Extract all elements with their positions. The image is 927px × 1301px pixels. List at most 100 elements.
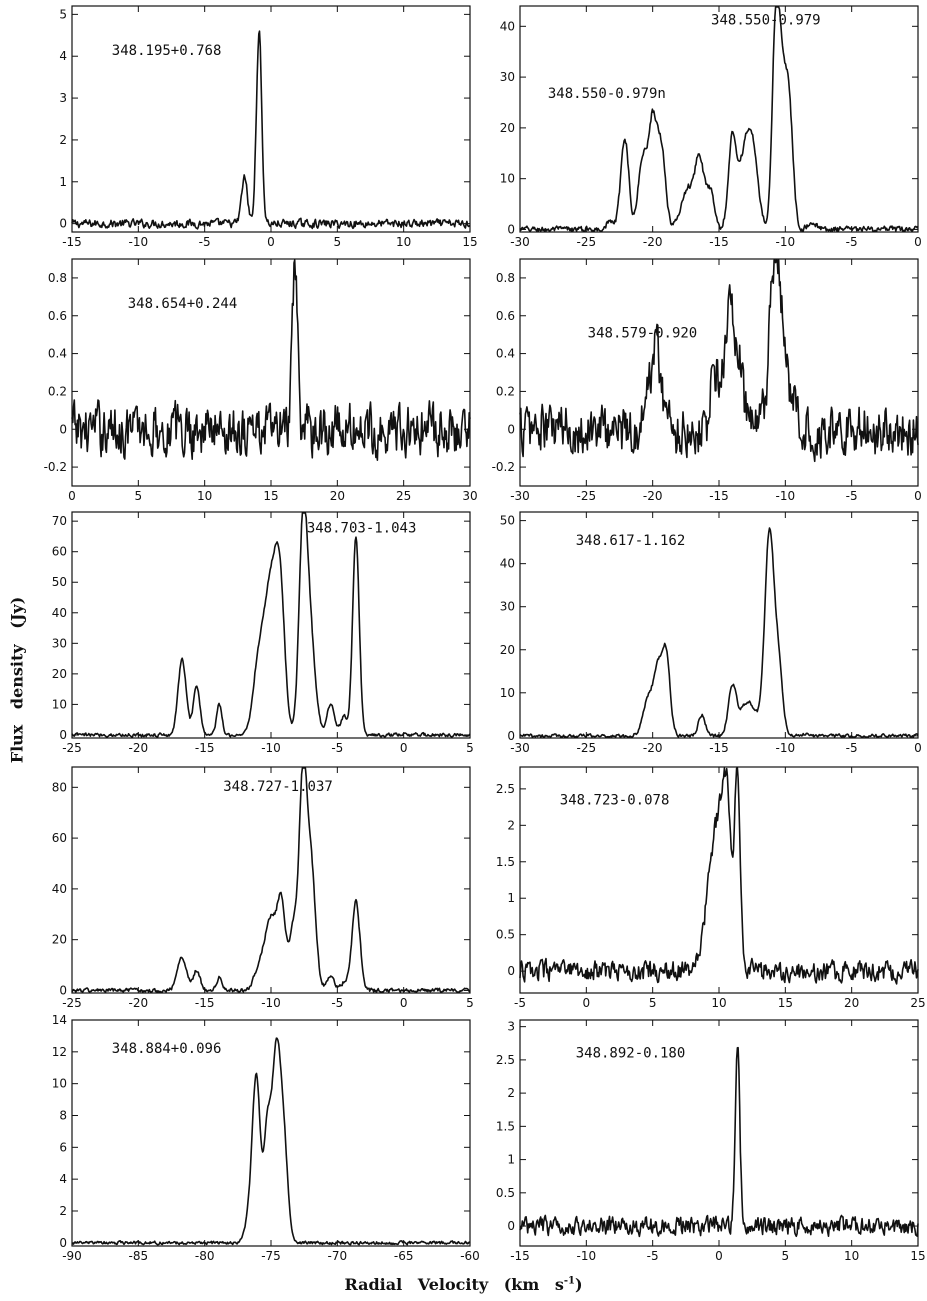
y-tick-label: -0.2 — [44, 460, 67, 474]
x-tick-label: -15 — [510, 1249, 530, 1263]
x-tick-label: -15 — [62, 235, 82, 249]
x-tick-label: -25 — [577, 741, 597, 755]
y-tick-label: 0 — [507, 422, 515, 436]
source-label: 348.579-0.920 — [588, 326, 698, 342]
y-tick-label: 80 — [52, 780, 67, 794]
y-tick-label: 10 — [500, 172, 515, 186]
y-tick-label: 0.4 — [496, 347, 515, 361]
y-tick-label: 4 — [59, 1172, 67, 1186]
y-tick-label: 0.2 — [48, 384, 67, 398]
panel-frame — [71, 258, 471, 487]
y-tick-label: 2 — [59, 133, 67, 147]
x-tick-label: -20 — [643, 235, 663, 249]
panel-frame — [519, 258, 919, 487]
x-tick-label: 10 — [844, 1249, 859, 1263]
x-tick-label: 15 — [778, 996, 793, 1010]
x-tick-label: -25 — [62, 741, 82, 755]
y-tick-label: 20 — [500, 121, 515, 135]
x-tick-label: -30 — [510, 235, 530, 249]
y-tick-label: 20 — [500, 643, 515, 657]
y-tick-label: 40 — [52, 606, 67, 620]
y-tick-label: 0.6 — [48, 309, 67, 323]
panel-3: 0 5 10 15 20 25 30 -0.2 0 0.2 0.4 0.6 0.8 348.654+0.2… — [44, 258, 478, 503]
y-tick-label: 0.2 — [496, 384, 515, 398]
x-tick-label: 25 — [396, 489, 411, 503]
panel-8: -5 0 5 10 15 20 25 0 0.5 1 1.5 2 2.5 348.723-0.078 — [496, 766, 926, 1010]
x-tick-label: 20 — [844, 996, 859, 1010]
x-tick-label: 25 — [910, 996, 925, 1010]
y-tick-label: 0.5 — [496, 1186, 515, 1200]
y-tick-label: 12 — [52, 1045, 67, 1059]
x-tick-label: -10 — [261, 996, 281, 1010]
source-label: 348.550-0.979 — [711, 12, 821, 28]
x-tick-label: 0 — [914, 741, 922, 755]
x-tick-label: 10 — [197, 489, 212, 503]
y-tick-label: 0 — [59, 983, 67, 997]
y-tick-label: -0.2 — [492, 460, 515, 474]
x-tick-label: -25 — [577, 489, 597, 503]
x-tick-label: 30 — [462, 489, 477, 503]
y-tick-label: 0.6 — [496, 309, 515, 323]
x-tick-label: 5 — [649, 996, 657, 1010]
y-tick-label: 6 — [59, 1140, 67, 1154]
y-tick-label: 30 — [500, 70, 515, 84]
x-tick-label: -10 — [577, 1249, 597, 1263]
spectrum-line — [71, 30, 471, 230]
x-tick-label: -5 — [846, 741, 858, 755]
y-tick-label: 0.5 — [496, 928, 515, 942]
panel-9: -90 -85 -80 -75 -70 -65 -60 0 2 4 6 8 10 12 14 348.884+… — [52, 1013, 480, 1263]
y-tick-label: 3 — [507, 1020, 515, 1034]
spectrum-line — [519, 1046, 919, 1238]
y-tick-label: 0 — [507, 222, 515, 236]
x-tick-label: 0 — [400, 996, 408, 1010]
y-tick-label: 40 — [500, 557, 515, 571]
y-tick-label: 0 — [507, 964, 515, 978]
x-tick-label: -60 — [460, 1249, 480, 1263]
y-tick-label: 1 — [507, 891, 515, 905]
panel-7: -25 -20 -15 -10 -5 0 5 0 20 40 60 80 348.727-1.037 — [52, 766, 474, 1010]
x-tick-label: -10 — [776, 741, 796, 755]
y-tick-label: 60 — [52, 545, 67, 559]
x-tick-label: 0 — [583, 996, 591, 1010]
spectrum-line — [71, 1037, 471, 1246]
y-tick-label: 10 — [52, 697, 67, 711]
x-tick-label: 5 — [466, 996, 474, 1010]
x-tick-label: 0 — [914, 235, 922, 249]
x-tick-label: -65 — [394, 1249, 414, 1263]
y-tick-label: 0 — [59, 217, 67, 231]
x-tick-label: -5 — [846, 235, 858, 249]
source-label: 348.703-1.043 — [307, 521, 417, 537]
x-tick-label: -10 — [261, 741, 281, 755]
y-tick-label: 0 — [59, 1236, 67, 1250]
y-tick-label: 1 — [59, 175, 67, 189]
x-tick-label: -5 — [846, 489, 858, 503]
x-tick-label: 0 — [715, 1249, 723, 1263]
spectrum-line — [519, 259, 919, 463]
x-tick-label: -20 — [643, 489, 663, 503]
panel-10: -15 -10 -5 0 5 10 15 0 0.5 1 1.5 2 2.5 3 348.892-0.180 — [496, 1019, 926, 1263]
y-tick-label: 60 — [52, 831, 67, 845]
source-label: 348.195+0.768 — [112, 43, 222, 59]
x-tick-label: 5 — [135, 489, 143, 503]
source-label: 348.723-0.078 — [560, 793, 670, 809]
x-axis-label: Radial Velocity (km s-1) — [344, 1275, 583, 1294]
x-tick-label: 5 — [334, 235, 342, 249]
x-tick-label: 0 — [267, 235, 275, 249]
panel-4: -30 -25 -20 -15 -10 -5 0 -0.2 0 0.2 0.4 0.6 0.8 348.5… — [492, 258, 922, 503]
x-tick-label: -70 — [328, 1249, 348, 1263]
x-tick-label: -20 — [643, 741, 663, 755]
y-tick-label: 0 — [59, 728, 67, 742]
panel-frame — [519, 5, 919, 233]
x-tick-label: -10 — [776, 235, 796, 249]
x-tick-label: -85 — [129, 1249, 149, 1263]
y-tick-label: 0.8 — [48, 271, 67, 285]
x-tick-label: -80 — [195, 1249, 215, 1263]
x-tick-label: -5 — [199, 235, 211, 249]
y-tick-label: 10 — [52, 1077, 67, 1091]
x-tick-label: -25 — [62, 996, 82, 1010]
x-tick-label: 15 — [462, 235, 477, 249]
x-tick-label: 0 — [68, 489, 76, 503]
spectrum-line — [71, 767, 471, 993]
x-tick-label: -5 — [331, 741, 343, 755]
